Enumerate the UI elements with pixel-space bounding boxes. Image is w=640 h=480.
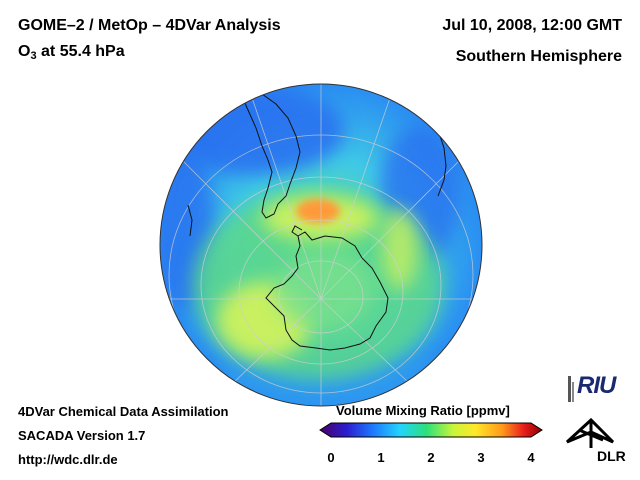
colorbar-tick: 1 bbox=[377, 450, 385, 465]
region-label: Southern Hemisphere bbox=[455, 48, 622, 65]
colorbar-tick: 0 bbox=[327, 450, 335, 465]
colorbar-tick: 3 bbox=[477, 450, 485, 465]
south-america-coast bbox=[239, 91, 301, 219]
new-zealand-coast bbox=[187, 204, 193, 237]
colorbar-title: Volume Mixing Ratio [ppmv] bbox=[336, 403, 510, 418]
globe-field bbox=[160, 84, 482, 406]
footer-url[interactable]: http://wdc.dlr.de bbox=[18, 452, 118, 467]
footer-line2: SACADA Version 1.7 bbox=[18, 428, 146, 443]
species-suffix: at 55.4 hPa bbox=[36, 43, 125, 60]
globe-outline bbox=[159, 83, 483, 407]
species-subscript: 3 bbox=[30, 50, 37, 62]
colorbar-tick: 4 bbox=[527, 450, 535, 465]
title: GOME–2 / MetOp – 4DVar Analysis bbox=[18, 17, 281, 34]
ozone-maximum bbox=[296, 199, 340, 223]
meridian bbox=[320, 91, 393, 300]
date-label: Jul 10, 2008, 12:00 GMT bbox=[442, 17, 622, 34]
meridian bbox=[249, 91, 322, 300]
colorbar-tick: 2 bbox=[427, 450, 435, 465]
colorbar bbox=[319, 422, 543, 438]
ozone-high-east bbox=[382, 210, 418, 290]
polar-vortex bbox=[275, 250, 375, 330]
dlr-logo-text: DLR bbox=[597, 448, 626, 464]
dlr-logo-mark bbox=[565, 417, 615, 448]
antarctic-peninsula bbox=[291, 225, 303, 237]
riu-logo-mark bbox=[568, 376, 574, 402]
colorbar-ramp bbox=[319, 422, 543, 438]
colorbar-ticks: 0 1 2 3 4 bbox=[0, 450, 640, 470]
antarctica-coast bbox=[265, 231, 389, 351]
dlr-logo: DLR bbox=[563, 412, 626, 464]
riu-logo-text: RIU bbox=[577, 372, 616, 399]
meridian bbox=[171, 149, 322, 300]
species-prefix: O bbox=[18, 43, 31, 60]
footer-line1: 4DVar Chemical Data Assimilation bbox=[18, 404, 229, 419]
subtitle-species: O3 at 55.4 hPa bbox=[18, 43, 125, 62]
